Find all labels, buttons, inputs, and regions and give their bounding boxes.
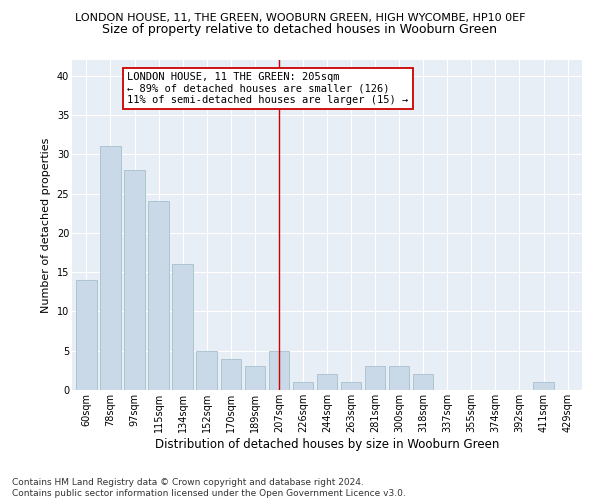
Bar xyxy=(124,170,145,390)
Bar xyxy=(245,366,265,390)
Text: Contains HM Land Registry data © Crown copyright and database right 2024.
Contai: Contains HM Land Registry data © Crown c… xyxy=(12,478,406,498)
Bar xyxy=(389,366,409,390)
Bar xyxy=(365,366,385,390)
Bar xyxy=(221,358,241,390)
X-axis label: Distribution of detached houses by size in Wooburn Green: Distribution of detached houses by size … xyxy=(155,438,499,450)
Bar xyxy=(100,146,121,390)
Bar xyxy=(172,264,193,390)
Y-axis label: Number of detached properties: Number of detached properties xyxy=(41,138,51,312)
Text: Size of property relative to detached houses in Wooburn Green: Size of property relative to detached ho… xyxy=(103,22,497,36)
Bar xyxy=(269,350,289,390)
Bar xyxy=(148,202,169,390)
Bar xyxy=(533,382,554,390)
Bar xyxy=(413,374,433,390)
Bar xyxy=(341,382,361,390)
Text: LONDON HOUSE, 11 THE GREEN: 205sqm
← 89% of detached houses are smaller (126)
11: LONDON HOUSE, 11 THE GREEN: 205sqm ← 89%… xyxy=(127,72,409,105)
Bar xyxy=(76,280,97,390)
Bar xyxy=(293,382,313,390)
Bar xyxy=(196,350,217,390)
Text: LONDON HOUSE, 11, THE GREEN, WOOBURN GREEN, HIGH WYCOMBE, HP10 0EF: LONDON HOUSE, 11, THE GREEN, WOOBURN GRE… xyxy=(75,12,525,22)
Bar xyxy=(317,374,337,390)
